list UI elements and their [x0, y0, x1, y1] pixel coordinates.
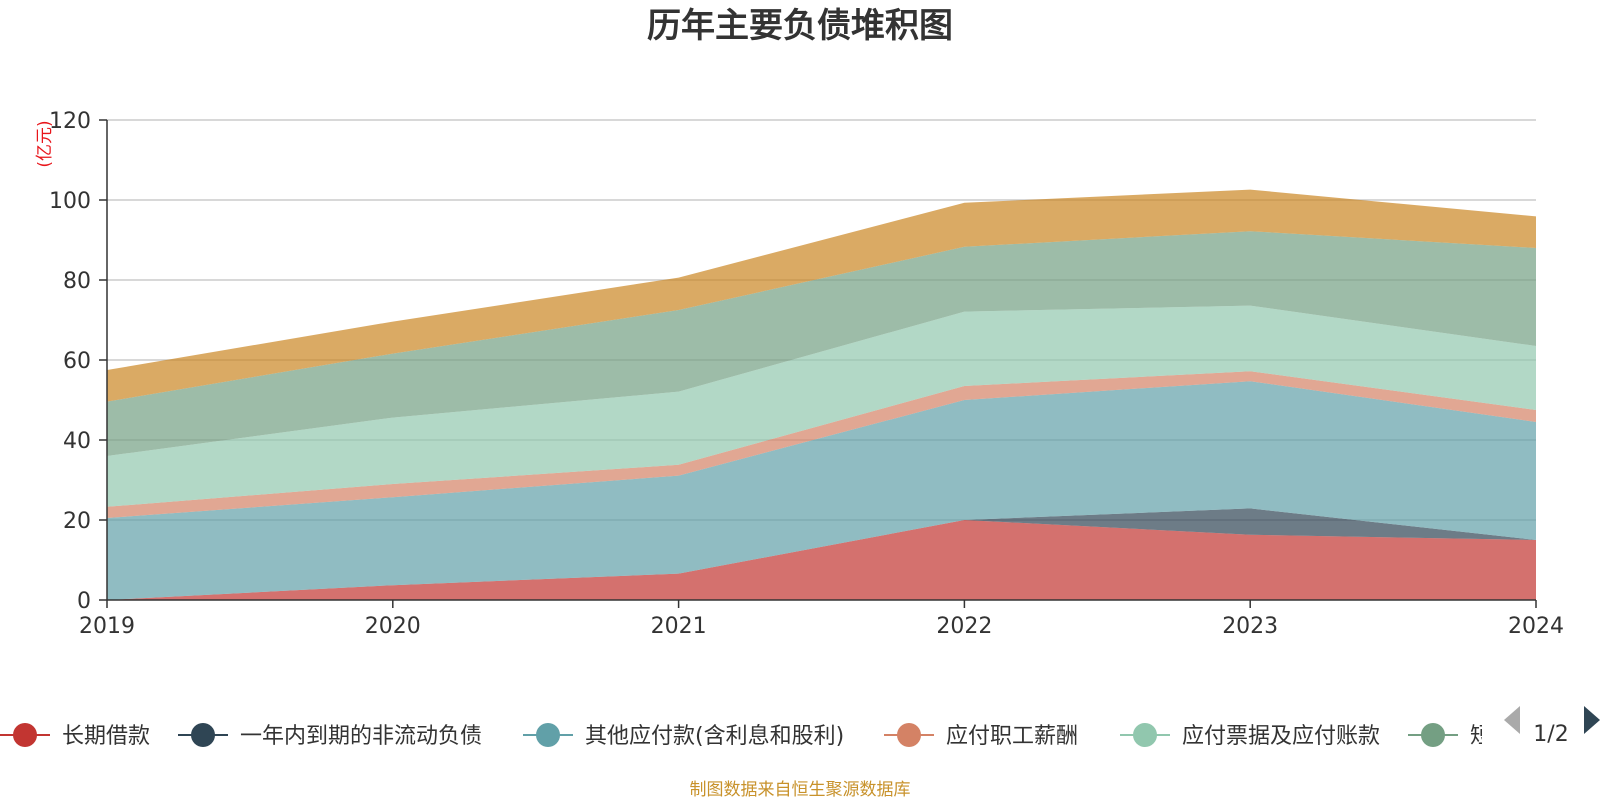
legend-item-5[interactable]: 短	[1408, 723, 1492, 749]
legend-label: 其他应付款(含利息和股利)	[585, 724, 844, 749]
legend-label: 短	[1470, 724, 1492, 749]
legend-pager: 1/2	[1504, 706, 1600, 747]
legend-item-3[interactable]: 应付职工薪酬	[884, 723, 1078, 749]
legend-item-4[interactable]: 应付票据及应付账款	[1120, 723, 1380, 749]
legend-page-indicator: 1/2	[1533, 722, 1568, 747]
x-tick-label-2024: 2024	[1508, 614, 1564, 639]
legend-item-1[interactable]: 一年内到期的非流动负债	[178, 723, 482, 749]
legend-next-page-icon[interactable]	[1584, 706, 1600, 734]
area-series-4	[107, 305, 1536, 507]
legend-item-0[interactable]: 长期借款	[0, 723, 150, 749]
area-series-layer	[107, 189, 1536, 600]
x-tick-label-2019: 2019	[79, 614, 135, 639]
legend-label: 应付票据及应付账款	[1182, 724, 1380, 749]
area-series-0	[107, 520, 1536, 600]
y-axis-unit-label: (亿元)	[35, 120, 55, 167]
legend-items: 长期借款 一年内到期的非流动负债 其他应付款(含利息和股利) 应付职工薪酬 应付票据及应…	[0, 723, 1492, 749]
legend-item-2[interactable]: 其他应付款(含利息和股利)	[523, 723, 844, 749]
legend: 长期借款 一年内到期的非流动负债 其他应付款(含利息和股利) 应付职工薪酬 应付票据及应…	[0, 723, 1492, 749]
legend-prev-page-icon[interactable]	[1504, 706, 1520, 734]
y-tick-label-0: 0	[77, 589, 91, 614]
legend-label: 长期借款	[62, 724, 150, 749]
area-series-5	[107, 231, 1536, 456]
y-tick-label-60: 60	[63, 349, 91, 374]
y-tick-label-100: 100	[49, 189, 91, 214]
legend-label: 应付职工薪酬	[946, 724, 1078, 749]
legend-label: 一年内到期的非流动负债	[240, 724, 482, 749]
x-tick-label-2023: 2023	[1222, 614, 1278, 639]
legend-marker-icon	[191, 723, 215, 747]
area-series-6	[107, 189, 1536, 402]
y-tick-label-40: 40	[63, 429, 91, 454]
x-tick-label-2022: 2022	[936, 614, 992, 639]
legend-marker-icon	[1133, 723, 1157, 747]
data-source-note: 制图数据来自恒生聚源数据库	[690, 780, 911, 800]
x-tick-label-2020: 2020	[365, 614, 421, 639]
x-tick-label-2021: 2021	[651, 614, 707, 639]
legend-marker-icon	[1421, 723, 1445, 747]
legend-marker-icon	[536, 723, 560, 747]
y-tick-label-120: 120	[49, 109, 91, 134]
legend-marker-icon	[897, 723, 921, 747]
legend-marker-icon	[13, 723, 37, 747]
y-tick-label-80: 80	[63, 269, 91, 294]
area-series-2	[107, 381, 1536, 600]
area-series-3	[107, 371, 1536, 518]
chart-title: 历年主要负债堆积图	[647, 6, 953, 46]
y-tick-label-20: 20	[63, 509, 91, 534]
axes: 0 20 40 60 80 100 120 2019 2020 2021 2022 2023 2024	[49, 109, 1564, 639]
